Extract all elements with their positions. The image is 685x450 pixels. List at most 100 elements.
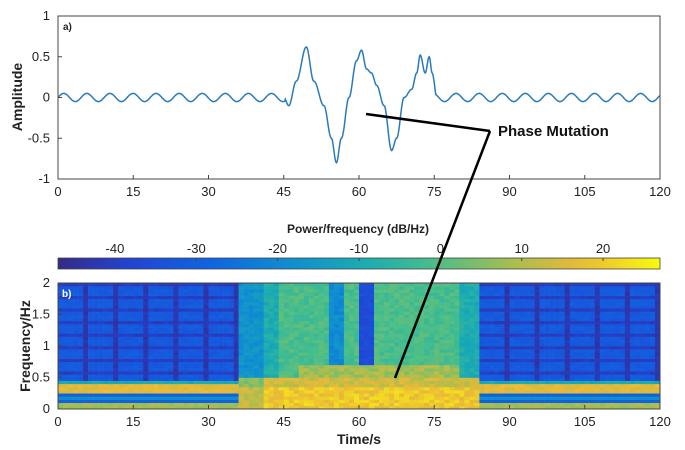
spectrogram-cell: [218, 393, 224, 397]
spectrogram-cell: [529, 399, 535, 403]
spectrogram-cell: [509, 283, 515, 287]
spectrogram-cell: [173, 386, 179, 391]
spectrogram-cell: [649, 355, 656, 359]
spectrogram-cell: [258, 342, 264, 347]
spectrogram-cell: [359, 405, 365, 410]
spectrogram-cell: [153, 305, 159, 309]
spectrogram-cell: [629, 402, 636, 407]
spectrogram-cell: [203, 364, 209, 369]
spectrogram-cell: [414, 374, 420, 378]
spectrogram-cell: [248, 374, 254, 378]
spectrogram-cell: [564, 368, 570, 372]
spectrogram-cell: [614, 361, 621, 366]
spectrogram-cell: [394, 286, 400, 290]
spectrogram-cell: [384, 352, 390, 356]
spectrogram-cell: [549, 399, 555, 403]
spectrogram-cell: [178, 295, 184, 300]
spectrogram-cell: [178, 346, 184, 350]
spectrogram-cell: [73, 342, 79, 347]
spectrogram-cell: [459, 390, 465, 394]
spectrogram-cell: [353, 311, 360, 315]
spectrogram-cell: [584, 346, 591, 350]
spectrogram-cell: [168, 358, 174, 363]
spectrogram-cell: [288, 342, 295, 347]
spectrogram-cell: [559, 361, 565, 366]
spectrogram-cell: [524, 405, 530, 410]
spectrogram-cell: [348, 311, 355, 315]
spectrogram-cell: [298, 383, 305, 388]
spectrogram-cell: [524, 361, 530, 366]
spectrogram-cell: [524, 380, 530, 385]
spectrogram-cell: [213, 298, 219, 303]
spectrogram-cell: [333, 342, 340, 347]
spectrogram-cell: [444, 346, 450, 350]
spectrogram-cell: [143, 295, 149, 300]
spectrogram-cell: [609, 364, 616, 369]
spectrogram-cell: [198, 399, 204, 403]
spectrogram-cell: [554, 301, 560, 306]
spectrogram-cell: [624, 305, 631, 309]
spectrogram-cell: [58, 371, 64, 375]
spectrogram-cell: [253, 327, 259, 331]
spectrogram-cell: [359, 314, 365, 318]
spectrogram-cell: [384, 374, 390, 378]
spectrogram-cell: [564, 383, 570, 388]
spectrogram-cell: [138, 368, 144, 372]
spectrogram-cell: [394, 339, 400, 344]
spectrogram-cell: [63, 333, 69, 337]
spectrogram-cell: [73, 396, 79, 400]
spectrogram-cell: [639, 308, 646, 312]
spectrogram-cell: [604, 396, 611, 400]
spectrogram-cell: [128, 295, 134, 300]
spectrogram-cell: [353, 333, 360, 337]
spectrogram-cell: [228, 330, 234, 334]
spectrogram-cell: [108, 336, 114, 340]
spectrogram-cell: [434, 283, 440, 287]
spectrogram-cell: [534, 301, 540, 306]
spectrogram-cell: [454, 327, 460, 331]
spectrogram-cell: [499, 399, 505, 403]
spectrogram-cell: [619, 361, 626, 366]
spectrogram-cell: [253, 399, 259, 403]
spectrogram-cell: [394, 314, 400, 318]
spectrogram-cell: [594, 311, 601, 315]
spectrogram-cell: [93, 289, 99, 293]
spectrogram-cell: [624, 308, 631, 312]
spectrogram-cell: [183, 383, 189, 388]
spectrogram-cell: [343, 327, 350, 331]
spectrogram-cell: [173, 289, 179, 293]
spectrogram-cell: [614, 311, 621, 315]
spectrogram-cell: [318, 301, 325, 306]
spectrogram-cell: [93, 323, 99, 328]
spectrogram-cell: [554, 402, 560, 407]
spectrogram-cell: [514, 405, 520, 410]
spectrogram-cell: [248, 383, 254, 388]
spectrogram-cell: [273, 346, 280, 350]
spectrogram-cell: [203, 327, 209, 331]
spectrogram-cell: [424, 405, 430, 410]
spectrogram-cell: [479, 283, 485, 287]
spectrogram-cell: [63, 289, 69, 293]
spectrogram-cell: [348, 358, 355, 363]
spectrogram-cell: [293, 342, 300, 347]
spectrogram-cell: [559, 346, 565, 350]
spectrogram-cell: [539, 295, 545, 300]
colorbar-ticks: -40 -30 -20 -10 0 10 20: [106, 241, 610, 261]
spectrogram-cell: [609, 283, 616, 287]
spectrogram-cell: [529, 317, 535, 322]
spectrogram-cell: [594, 339, 601, 344]
spectrogram-cell: [534, 323, 540, 328]
spectrogram-cell: [263, 289, 269, 293]
spectrogram-cell: [504, 358, 510, 363]
spectrogram-cell: [273, 383, 280, 388]
spectrogram-cell: [449, 308, 455, 312]
spectrogram-cell: [78, 301, 84, 306]
spectrogram-cell: [414, 355, 420, 359]
spectrogram-cell: [283, 405, 290, 410]
spectrogram-cell: [138, 327, 144, 331]
spectrogram-cell: [519, 368, 525, 372]
spectrogram-cell: [58, 405, 64, 410]
spectrogram-cell: [93, 349, 99, 353]
spectrogram-cell: [168, 308, 174, 312]
spectrogram-cell: [364, 355, 370, 359]
